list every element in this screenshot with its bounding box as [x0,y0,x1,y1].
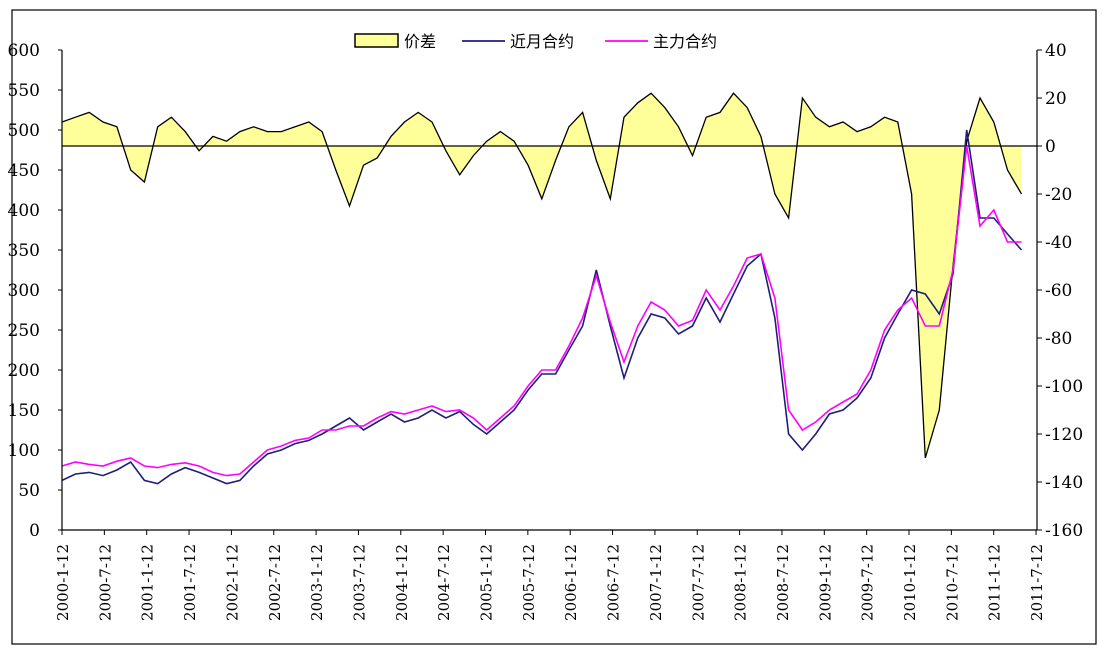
right-tick-label: -120 [1045,425,1083,445]
left-tick-label: 450 [8,161,40,181]
main-contract-line [61,145,1022,477]
right-tick-label: -60 [1045,281,1072,301]
main-contract-series-group [61,145,1022,477]
chart-frame [11,9,1097,645]
x-tick-label: 2011-1-12 [986,544,1004,621]
left-tick-label: 400 [8,201,40,221]
left-tick-label: 0 [29,521,40,541]
x-tick-label: 2004-7-12 [435,544,453,621]
x-tick-label: 2002-7-12 [266,544,284,621]
legend-label-near: 近月合约 [510,32,574,51]
right-tick-label: -80 [1045,329,1072,349]
left-tick-label: 200 [8,361,40,381]
x-tick-label: 2003-7-12 [350,544,368,621]
x-tick-label: 2011-7-12 [1028,544,1046,621]
left-tick-label: 250 [8,321,40,341]
near-month-line [61,129,1023,485]
x-tick-label: 2006-1-12 [562,544,580,621]
right-tick-label: 20 [1045,89,1067,109]
spread-area [62,93,1022,458]
spread-line [61,92,1023,459]
left-tick-label: 550 [8,81,40,101]
x-tick-label: 2008-7-12 [774,544,792,621]
x-tick-label: 2004-1-12 [393,544,411,621]
legend: 价差 近月合约 主力合约 [354,32,717,51]
right-tick-label: 0 [1045,137,1056,157]
x-tick-label: 2003-1-12 [308,544,326,621]
x-tick-label: 2000-1-12 [54,544,72,621]
x-tick-label: 2007-1-12 [647,544,665,621]
near-month-series-group [61,129,1023,485]
x-tick-label: 2001-7-12 [181,544,199,621]
x-tick-label: 2007-7-12 [689,544,707,621]
left-tick-label: 50 [18,481,40,501]
left-tick-label: 150 [8,401,40,421]
x-tick-label: 2010-7-12 [943,544,961,621]
left-tick-label: 100 [8,441,40,461]
x-tick-label: 2006-7-12 [605,544,623,621]
left-tick-label: 300 [8,281,40,301]
x-tick-label: 2008-1-12 [732,544,750,621]
right-tick-label: 40 [1045,41,1067,61]
x-tick-label: 2002-1-12 [223,544,241,621]
x-tick-label: 2009-1-12 [816,544,834,621]
x-tick-label: 2000-7-12 [96,544,114,621]
left-tick-label: 350 [8,241,40,261]
x-tick-label: 2009-7-12 [859,544,877,621]
left-tick-label: 500 [8,121,40,141]
legend-label-spread: 价差 [404,32,436,51]
x-tick-label: 2005-7-12 [520,544,538,621]
spread-series-group [61,92,1037,459]
right-tick-label: -20 [1045,185,1072,205]
right-tick-label: -100 [1045,377,1083,397]
left-tick-label: 600 [8,41,40,61]
legend-swatch-spread [354,33,399,48]
x-tick-label: 2001-1-12 [139,544,157,621]
right-tick-label: -140 [1045,473,1083,493]
right-tick-label: -160 [1045,521,1083,541]
right-tick-label: -40 [1045,233,1072,253]
x-tick-label: 2005-1-12 [478,544,496,621]
legend-label-main: 主力合约 [653,32,717,51]
x-tick-label: 2010-1-12 [901,544,919,621]
